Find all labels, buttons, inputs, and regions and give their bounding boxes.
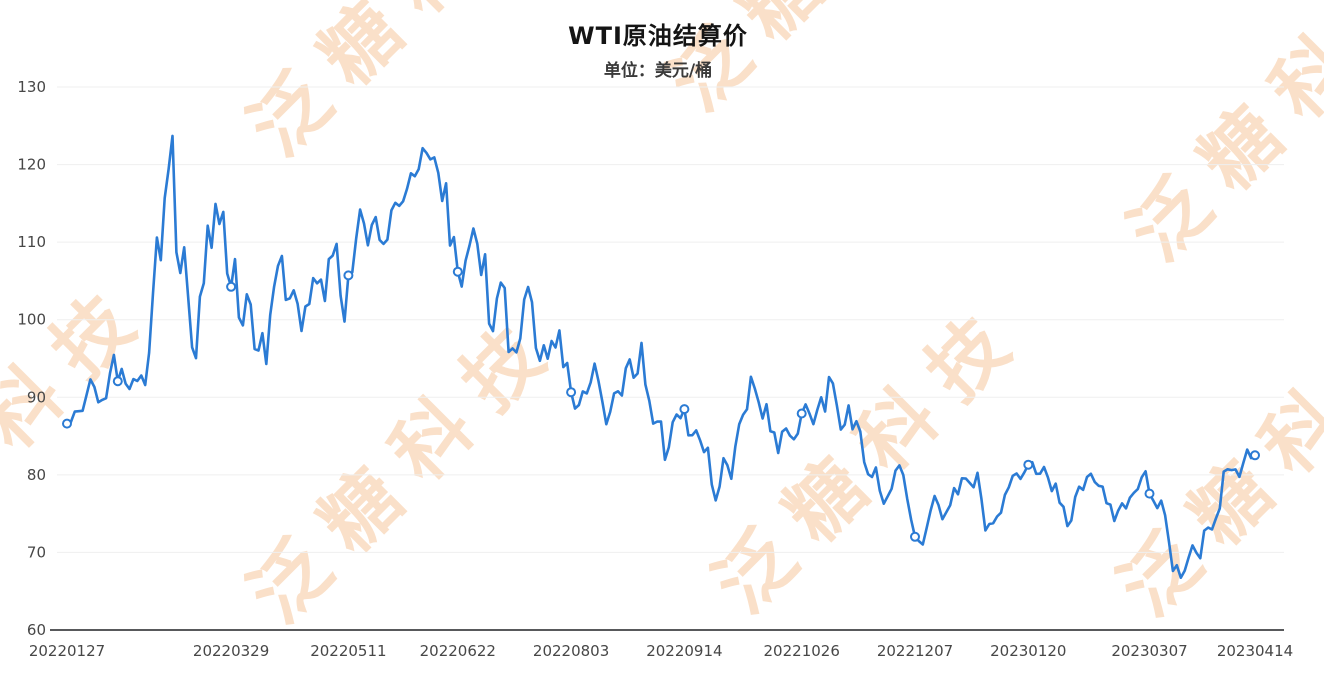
data-point-marker	[1144, 488, 1155, 499]
chart-header: WTI原油结算价 单位：美元/桶	[0, 16, 1316, 81]
y-axis-tick-label: 90	[27, 388, 46, 406]
data-point-marker	[112, 376, 123, 387]
data-point-marker	[62, 418, 72, 429]
x-axis-tick-label: 20220127	[29, 642, 105, 660]
x-axis-tick-label: 20220622	[420, 642, 496, 660]
x-axis-tick-label: 20221207	[877, 642, 953, 660]
data-point-marker	[1250, 450, 1260, 461]
x-axis-tick-label: 20221026	[764, 642, 840, 660]
x-axis-tick-label: 20230120	[990, 642, 1066, 660]
data-point-marker	[796, 408, 807, 419]
y-axis-tick-label: 80	[27, 466, 46, 484]
y-axis-tick-label: 100	[17, 311, 46, 329]
y-axis-tick-label: 110	[17, 233, 46, 251]
data-point-marker	[1023, 459, 1034, 470]
x-axis-tick-label: 20220329	[193, 642, 269, 660]
price-line-series	[65, 134, 1257, 579]
y-axis-tick-label: 130	[17, 78, 46, 96]
chart-title: WTI原油结算价	[568, 22, 748, 50]
chart-unit-label: 单位：美元/桶	[603, 61, 713, 81]
x-axis-tick-label: 20230307	[1111, 642, 1187, 660]
x-axis-tick-label: 20220914	[646, 642, 722, 660]
data-point-marker	[343, 270, 354, 281]
data-point-marker	[566, 387, 577, 398]
x-axis-tick-label: 20220803	[533, 642, 609, 660]
data-point-marker	[910, 531, 920, 542]
y-axis-tick-label: 60	[27, 621, 46, 639]
x-axis-tick-label: 20220511	[310, 642, 386, 660]
y-axis-tick-label: 120	[17, 156, 46, 174]
x-axis-tick-label: 20230414	[1217, 642, 1293, 660]
y-axis-tick-label: 70	[27, 543, 46, 561]
data-point-marker	[226, 281, 237, 292]
data-point-marker	[452, 266, 463, 277]
data-point-marker	[679, 404, 690, 415]
